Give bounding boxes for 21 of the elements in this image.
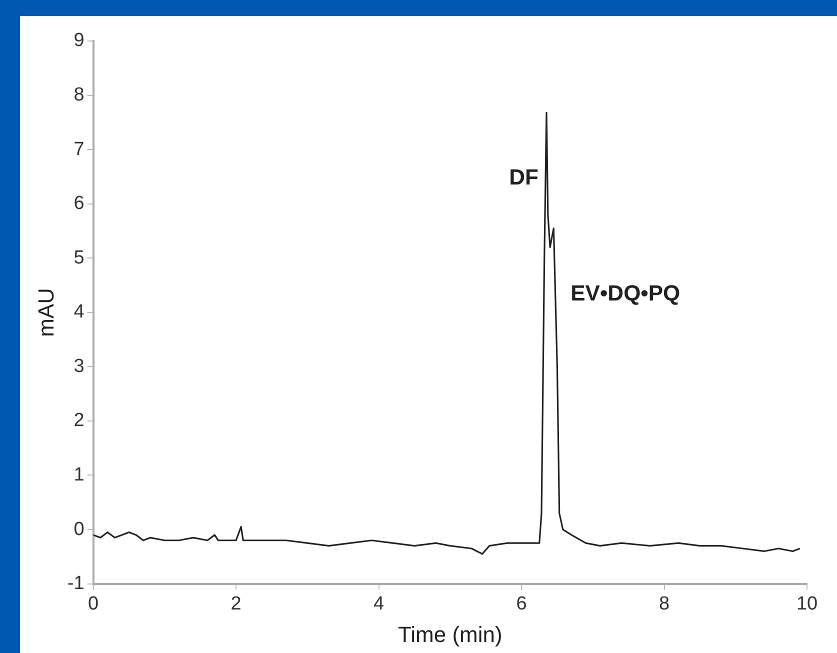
x-tick-label: 6 xyxy=(516,593,527,614)
annotation: EV•DQ•PQ xyxy=(570,280,680,306)
y-tick-label: 9 xyxy=(74,30,84,52)
x-tick-label: 2 xyxy=(230,593,242,614)
y-tick-label: 7 xyxy=(74,138,84,160)
y-tick-label: 0 xyxy=(74,518,84,540)
y-axis-title: mAU xyxy=(33,288,58,337)
y-tick-label: -1 xyxy=(67,573,84,594)
y-tick-label: 2 xyxy=(74,410,84,432)
y-tick-label: 1 xyxy=(74,464,84,486)
x-tick-label: 8 xyxy=(658,593,670,614)
annotation: DF xyxy=(509,164,538,190)
y-tick-label: 5 xyxy=(74,247,84,268)
x-tick-label: 4 xyxy=(373,593,384,614)
y-tick-label: 4 xyxy=(74,302,85,323)
x-axis-title: Time (min) xyxy=(398,622,502,647)
x-tick-label: 10 xyxy=(796,593,818,614)
y-tick-label: 6 xyxy=(74,193,84,214)
x-tick-label: 0 xyxy=(88,593,99,614)
y-tick-label: 3 xyxy=(74,356,84,377)
y-tick-label: 8 xyxy=(74,84,84,106)
